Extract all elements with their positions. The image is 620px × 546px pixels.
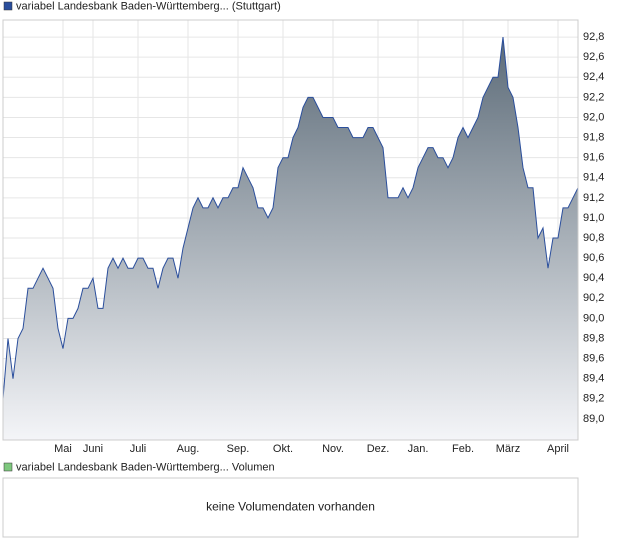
legend-label: variabel Landesbank Baden-Württemberg...… [16,461,275,473]
y-tick-label: 89,6 [583,353,604,365]
line [2,37,579,399]
x-tick-label: Okt. [273,443,293,455]
x-tick-label: März [496,443,520,455]
volume-frame [2,477,579,538]
legend-swatch [3,1,13,11]
y-tick-label: 90,2 [583,292,604,304]
y-tick-label: 90,6 [583,252,604,264]
x-tick-label: Nov. [322,443,344,455]
y-tick-label: 91,4 [583,172,604,184]
x-tick-label: Jan. [408,443,429,455]
y-tick-label: 89,8 [583,332,604,344]
y-tick-label: 92,2 [583,91,604,103]
y-tick-label: 92,4 [583,71,604,83]
y-tick-label: 89,0 [583,413,604,425]
y-tick-label: 90,0 [583,312,604,324]
volume-message: keine Volumendaten vorhanden [206,500,375,514]
x-tick-label: Mai [54,443,72,455]
x-tick-label: Sep. [227,443,250,455]
y-tick-label: 92,8 [583,31,604,43]
y-tick-label: 90,4 [583,272,604,284]
y-tick-label: 92,0 [583,111,604,123]
y-tick-label: 91,8 [583,131,604,143]
y-tick-label: 91,0 [583,212,604,224]
y-tick-label: 91,2 [583,192,604,204]
area [3,37,578,440]
y-tick-label: 92,6 [583,51,604,63]
x-tick-label: Feb. [452,443,474,455]
x-tick-label: Juli [130,443,147,455]
plot-frame [2,19,579,441]
legend-swatch [3,462,13,472]
y-tick-label: 89,2 [583,393,604,405]
x-tick-label: Juni [83,443,103,455]
y-tick-label: 91,6 [583,152,604,164]
y-tick-label: 90,8 [583,232,604,244]
legend-label: variabel Landesbank Baden-Württemberg...… [16,0,281,12]
x-tick-label: Dez. [367,443,390,455]
x-tick-label: April [547,443,569,455]
y-tick-label: 89,4 [583,373,604,385]
x-tick-label: Aug. [177,443,200,455]
